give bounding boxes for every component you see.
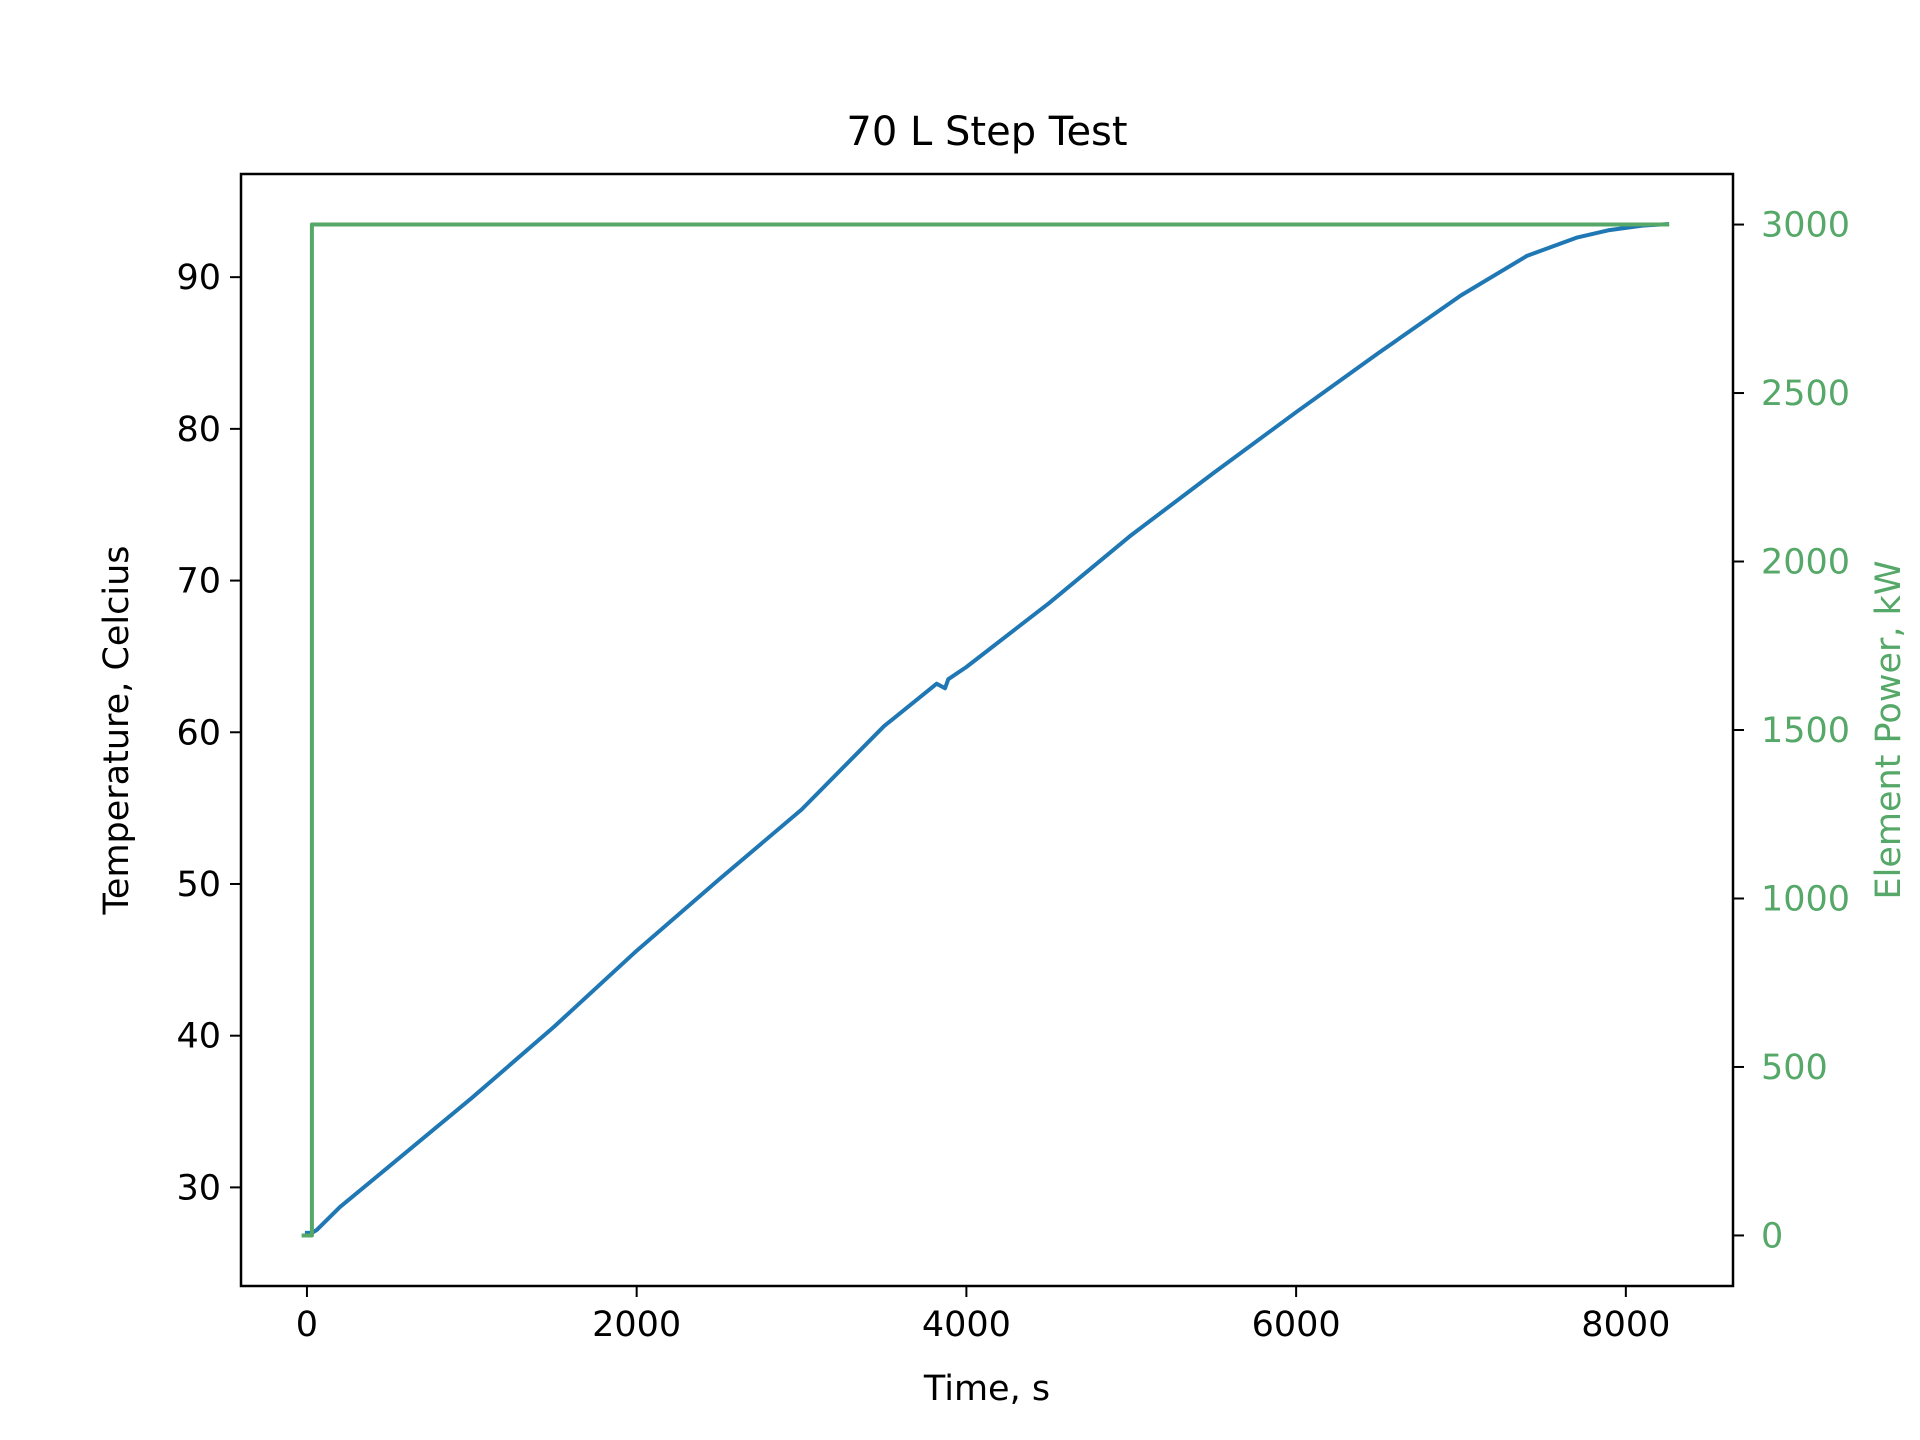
y-right-tick-label: 500: [1761, 1048, 1828, 1088]
y-left-tick-label: 70: [176, 562, 221, 602]
y-right-tick-label: 1500: [1761, 711, 1850, 751]
x-axis-label: Time, s: [923, 1369, 1050, 1409]
y-axis-label-right: Element Power, kW: [1869, 561, 1909, 900]
plot-frame: [239, 172, 1735, 1288]
temperature-line: [304, 221, 1670, 1235]
y-right-tick-label: 0: [1761, 1216, 1783, 1256]
series-layer: [301, 221, 1670, 1238]
x-tick-label: 2000: [592, 1305, 681, 1345]
x-tick-label: 8000: [1581, 1305, 1670, 1345]
element-power-line: [301, 222, 1670, 1238]
y-left-tick-label: 60: [176, 713, 221, 753]
y-right-tick-label: 3000: [1761, 206, 1850, 246]
y-left-tick-label: 90: [176, 258, 221, 298]
y-left-tick-label: 40: [176, 1017, 221, 1057]
y-left-tick-label: 50: [176, 865, 221, 905]
x-tick-label: 6000: [1252, 1305, 1341, 1345]
y-left-tick-label: 30: [176, 1168, 221, 1208]
y-left-tick-label: 80: [176, 410, 221, 450]
x-tick-label: 0: [296, 1305, 318, 1345]
y-right-tick-label: 2500: [1761, 374, 1850, 414]
tick-layer: 0 2000 4000 6000 8000 30 40 50 60 70 80 90 0 500 1000 1…: [176, 206, 1850, 1345]
chart-title: 70 L Step Test: [846, 109, 1127, 155]
y-axis-label-left: Temperature, Celcius: [97, 545, 137, 915]
x-tick-label: 4000: [922, 1305, 1011, 1345]
y-right-tick-label: 1000: [1761, 879, 1850, 919]
y-right-tick-label: 2000: [1761, 543, 1850, 583]
